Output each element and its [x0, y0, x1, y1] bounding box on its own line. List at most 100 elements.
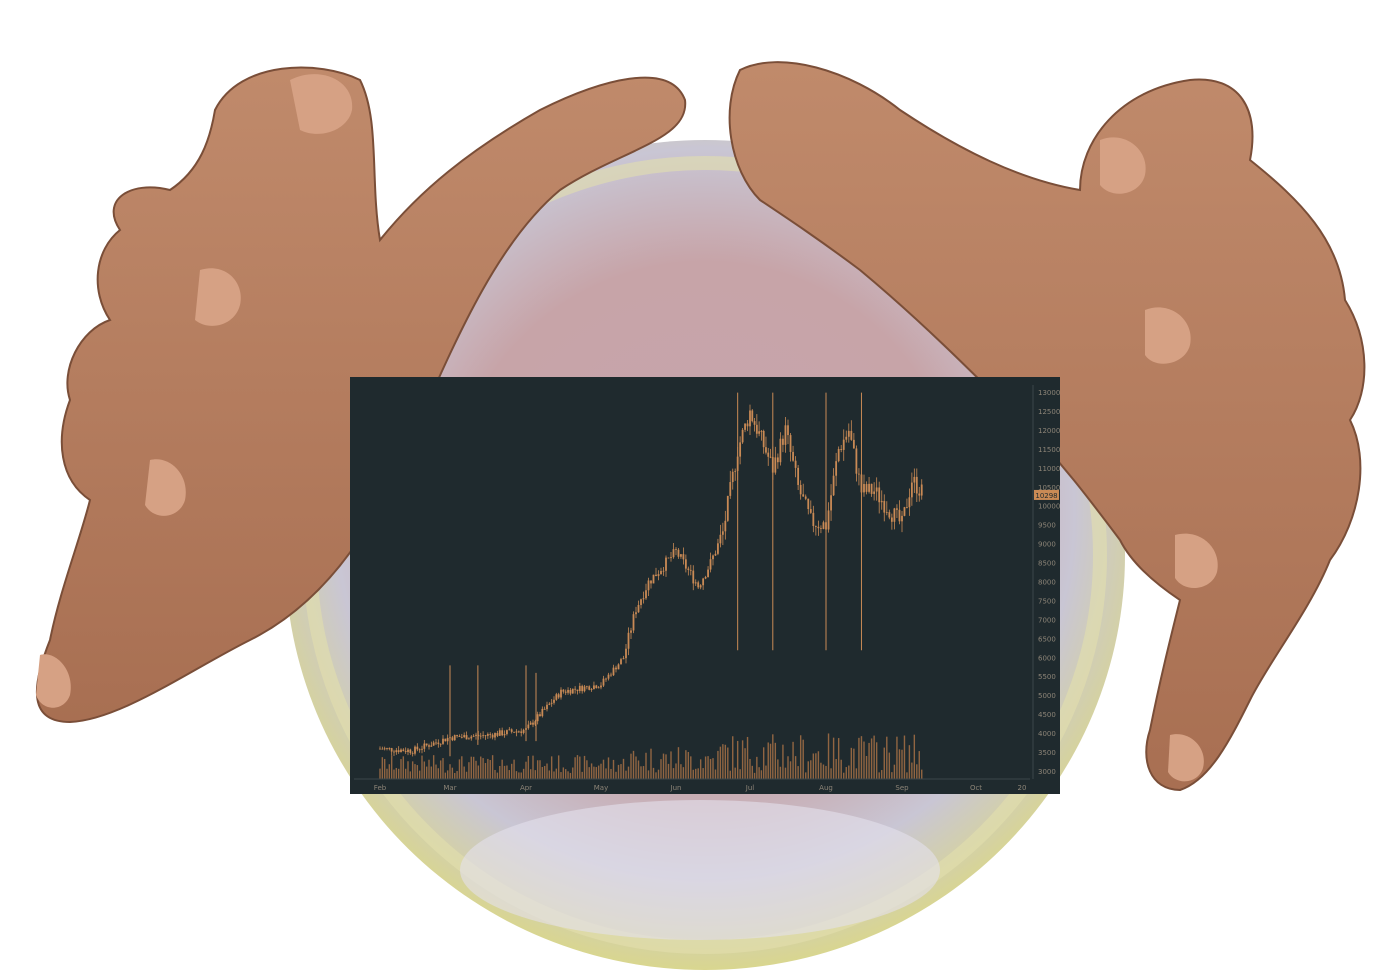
y-tick-label: 13000 — [1038, 389, 1060, 397]
volume-bar — [865, 755, 868, 779]
volume-bar — [583, 755, 586, 779]
candle-body — [593, 685, 595, 690]
volume-bar — [555, 768, 558, 779]
volume-bar — [734, 767, 736, 779]
volume-bar — [454, 772, 456, 779]
x-tick-label: 20 — [1018, 784, 1027, 792]
candle-body — [741, 429, 744, 443]
volume-bar — [695, 768, 697, 779]
y-tick-label: 7000 — [1038, 616, 1056, 624]
candle-body — [489, 734, 492, 735]
volume-bar — [468, 762, 470, 779]
candle-body — [432, 742, 435, 746]
volume-bar — [456, 771, 458, 779]
candle-body — [637, 604, 640, 613]
volume-bar — [484, 763, 487, 779]
candle-body — [680, 554, 682, 557]
volume-bar — [421, 755, 423, 779]
volume-bar — [812, 753, 815, 779]
volume-bar — [395, 767, 398, 779]
x-tick-label: Oct — [970, 784, 982, 792]
volume-bar — [843, 772, 845, 779]
volume-bar — [908, 745, 911, 779]
candle-body — [472, 735, 475, 737]
candle-body — [425, 743, 428, 746]
candle-body — [400, 749, 402, 753]
volume-bar — [400, 759, 402, 779]
candle-body — [550, 702, 553, 704]
candle-body — [548, 703, 551, 705]
candle-body — [585, 686, 588, 688]
volume-bar — [794, 756, 797, 779]
candle-body — [605, 678, 607, 680]
candle-body — [804, 496, 807, 499]
candle-body — [453, 735, 456, 741]
candle-body — [404, 751, 407, 752]
volume-bar — [463, 766, 465, 779]
candle-body — [779, 438, 782, 463]
volume-bar — [835, 759, 837, 779]
volume-bar — [605, 768, 607, 779]
candle-body — [532, 722, 534, 725]
candle-body — [709, 559, 712, 570]
volume-bar — [787, 756, 789, 779]
volume-bar — [640, 766, 642, 779]
volume-bar — [704, 756, 707, 779]
volume-bar — [565, 769, 567, 779]
volume-bar — [430, 766, 433, 779]
candle-body — [787, 425, 789, 436]
candle-body — [670, 557, 672, 558]
candle-body — [694, 582, 697, 584]
volume-bar — [607, 757, 610, 779]
volume-bar — [630, 753, 632, 779]
volume-bar — [655, 772, 657, 779]
volume-bars — [379, 733, 923, 779]
candle-body — [610, 674, 612, 676]
volume-bar — [724, 744, 727, 779]
volume-bar — [827, 733, 830, 779]
candle-body — [845, 436, 848, 440]
candle-body — [442, 738, 444, 744]
volume-bar — [802, 739, 804, 779]
volume-bar — [707, 756, 709, 779]
volume-bar — [489, 760, 491, 779]
volume-bar — [615, 771, 617, 779]
candle-body — [830, 495, 832, 511]
candle-body — [470, 736, 473, 739]
volume-bar — [418, 770, 421, 779]
volume-bar — [853, 748, 855, 779]
volume-bar — [383, 758, 386, 779]
volume-bar — [918, 751, 920, 779]
candle-body — [650, 580, 652, 584]
candle-body — [852, 439, 855, 449]
volume-bar — [687, 751, 690, 779]
candle-body — [402, 749, 405, 752]
volume-bar — [437, 768, 440, 779]
volume-bar — [665, 754, 667, 779]
volume-bar — [685, 750, 687, 779]
candle-body — [381, 748, 384, 750]
candle-body — [645, 590, 647, 599]
candle-body — [437, 742, 440, 745]
volume-bar — [461, 756, 463, 779]
volume-bar — [520, 772, 522, 779]
x-tick-label: Mar — [443, 784, 456, 792]
volume-bar — [451, 767, 454, 779]
volume-bar — [409, 771, 412, 779]
volume-bar — [522, 768, 525, 779]
candle-body — [744, 423, 746, 430]
candle-body — [595, 685, 598, 689]
volume-bar — [632, 750, 635, 779]
volume-bar — [789, 761, 792, 779]
volume-bar — [830, 768, 832, 779]
candle-body — [692, 570, 695, 584]
candle-body — [602, 678, 605, 686]
candle-body — [667, 557, 670, 559]
candle-body — [784, 425, 787, 445]
y-tick-label: 12000 — [1038, 427, 1060, 435]
price-series — [379, 392, 923, 757]
candle-body — [858, 473, 860, 475]
volume-bar — [886, 736, 888, 779]
volume-bar — [458, 759, 461, 779]
candle-body — [421, 748, 423, 750]
